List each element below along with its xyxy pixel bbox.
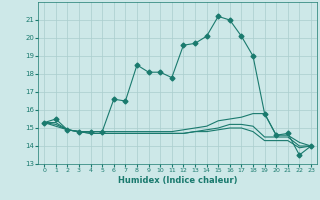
- X-axis label: Humidex (Indice chaleur): Humidex (Indice chaleur): [118, 176, 237, 185]
